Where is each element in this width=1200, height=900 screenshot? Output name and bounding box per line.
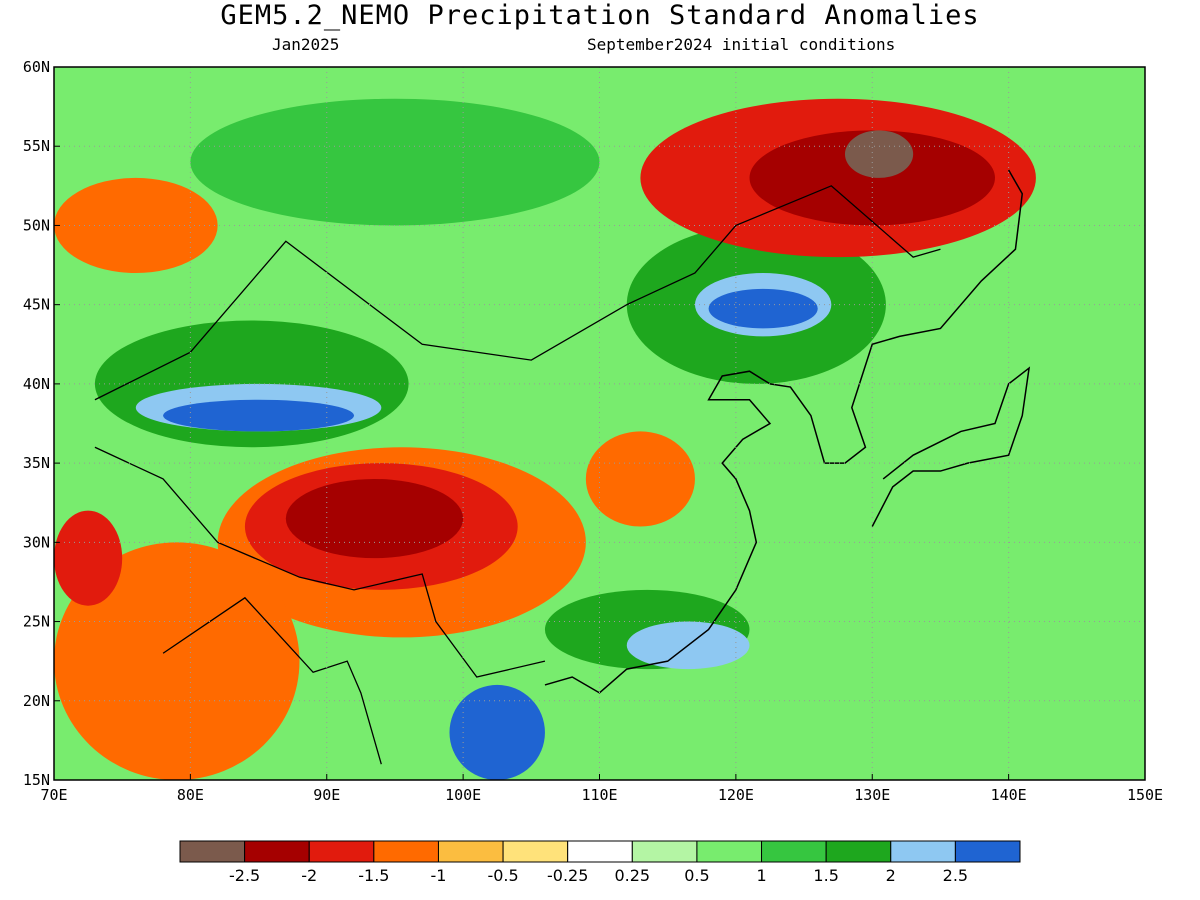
lon-tick-label: 120E	[718, 786, 754, 804]
lon-tick-label: 80E	[177, 786, 204, 804]
lat-tick-label: 20N	[23, 692, 50, 710]
colorbar-label: 2	[886, 866, 896, 885]
colorbar-label: -1.5	[358, 866, 389, 885]
colorbar-bin	[244, 840, 310, 863]
colorbar-label: -2	[301, 866, 317, 885]
coastlines	[94, 169, 1031, 765]
lat-tick-label: 30N	[23, 533, 50, 551]
colorbar-bin	[825, 840, 892, 863]
colorbar-bin	[631, 840, 698, 863]
colorbar-label: -0.25	[547, 866, 588, 885]
country-border	[94, 185, 941, 401]
colorbar-bin	[567, 840, 633, 863]
colorbar-label: 0.25	[614, 866, 650, 885]
country-border	[94, 446, 546, 678]
initial-conditions-label: September2024 initial conditions	[587, 35, 896, 54]
lon-tick-label: 90E	[313, 786, 340, 804]
anomaly-region	[844, 130, 914, 178]
lon-tick-label: 110E	[581, 786, 617, 804]
colorbar-label: 0.5	[684, 866, 709, 885]
anomaly-region	[449, 684, 545, 780]
coastline	[544, 169, 1024, 694]
colorbar-bin	[502, 840, 569, 863]
colorbar-bin	[308, 840, 375, 863]
colorbar-label: 1	[756, 866, 766, 885]
country-border	[162, 596, 382, 765]
colorbar-label: -0.5	[487, 866, 518, 885]
lat-tick-label: 35N	[23, 454, 50, 472]
colorbar-bin	[890, 840, 956, 863]
lon-tick-label: 150E	[1127, 786, 1163, 804]
lat-tick-label: 15N	[23, 771, 50, 789]
lon-tick-label: 100E	[445, 786, 481, 804]
chart-title: GEM5.2_NEMO Precipitation Standard Anoma…	[220, 0, 980, 31]
colorbar-bin	[179, 840, 246, 863]
colorbar-bin	[437, 840, 504, 863]
anomaly-region	[54, 177, 218, 273]
anomaly-region	[708, 288, 818, 329]
axis-ticks: 70E 80E 90E 100E 110E 120E 130E 140E 150E 15N 20N 2…	[23, 58, 1163, 804]
colorbar-label: 2.5	[943, 866, 968, 885]
colorbar: -2.5 -2 -1.5 -1 -0.5 -0.25 0.25 0.5 1 1.5 2 2.5	[179, 840, 1021, 885]
colorbar-bin	[761, 840, 827, 863]
lat-tick-label: 45N	[23, 296, 50, 314]
lat-tick-label: 25N	[23, 613, 50, 631]
anomaly-region	[285, 478, 464, 559]
lon-tick-label: 140E	[991, 786, 1027, 804]
colorbar-label: 1.5	[813, 866, 838, 885]
lon-tick-label: 70E	[40, 786, 67, 804]
coastline-japan	[871, 366, 1031, 527]
lon-tick-label: 130E	[854, 786, 890, 804]
colorbar-bin	[696, 840, 763, 863]
colorbar-label: -1	[430, 866, 446, 885]
lat-tick-label: 40N	[23, 375, 50, 393]
anomaly-region	[190, 98, 600, 226]
colorbar-bin	[954, 840, 1021, 863]
anomaly-region	[163, 399, 355, 432]
valid-month-label: Jan2025	[272, 35, 340, 54]
anomaly-region	[585, 431, 695, 527]
lat-tick-label: 55N	[23, 137, 50, 155]
anomaly-region	[54, 510, 123, 606]
colorbar-bin	[373, 840, 439, 863]
lat-tick-label: 60N	[23, 58, 50, 76]
lat-tick-label: 50N	[23, 216, 50, 234]
gridlines	[54, 67, 1145, 780]
colorbar-label: -2.5	[229, 866, 260, 885]
